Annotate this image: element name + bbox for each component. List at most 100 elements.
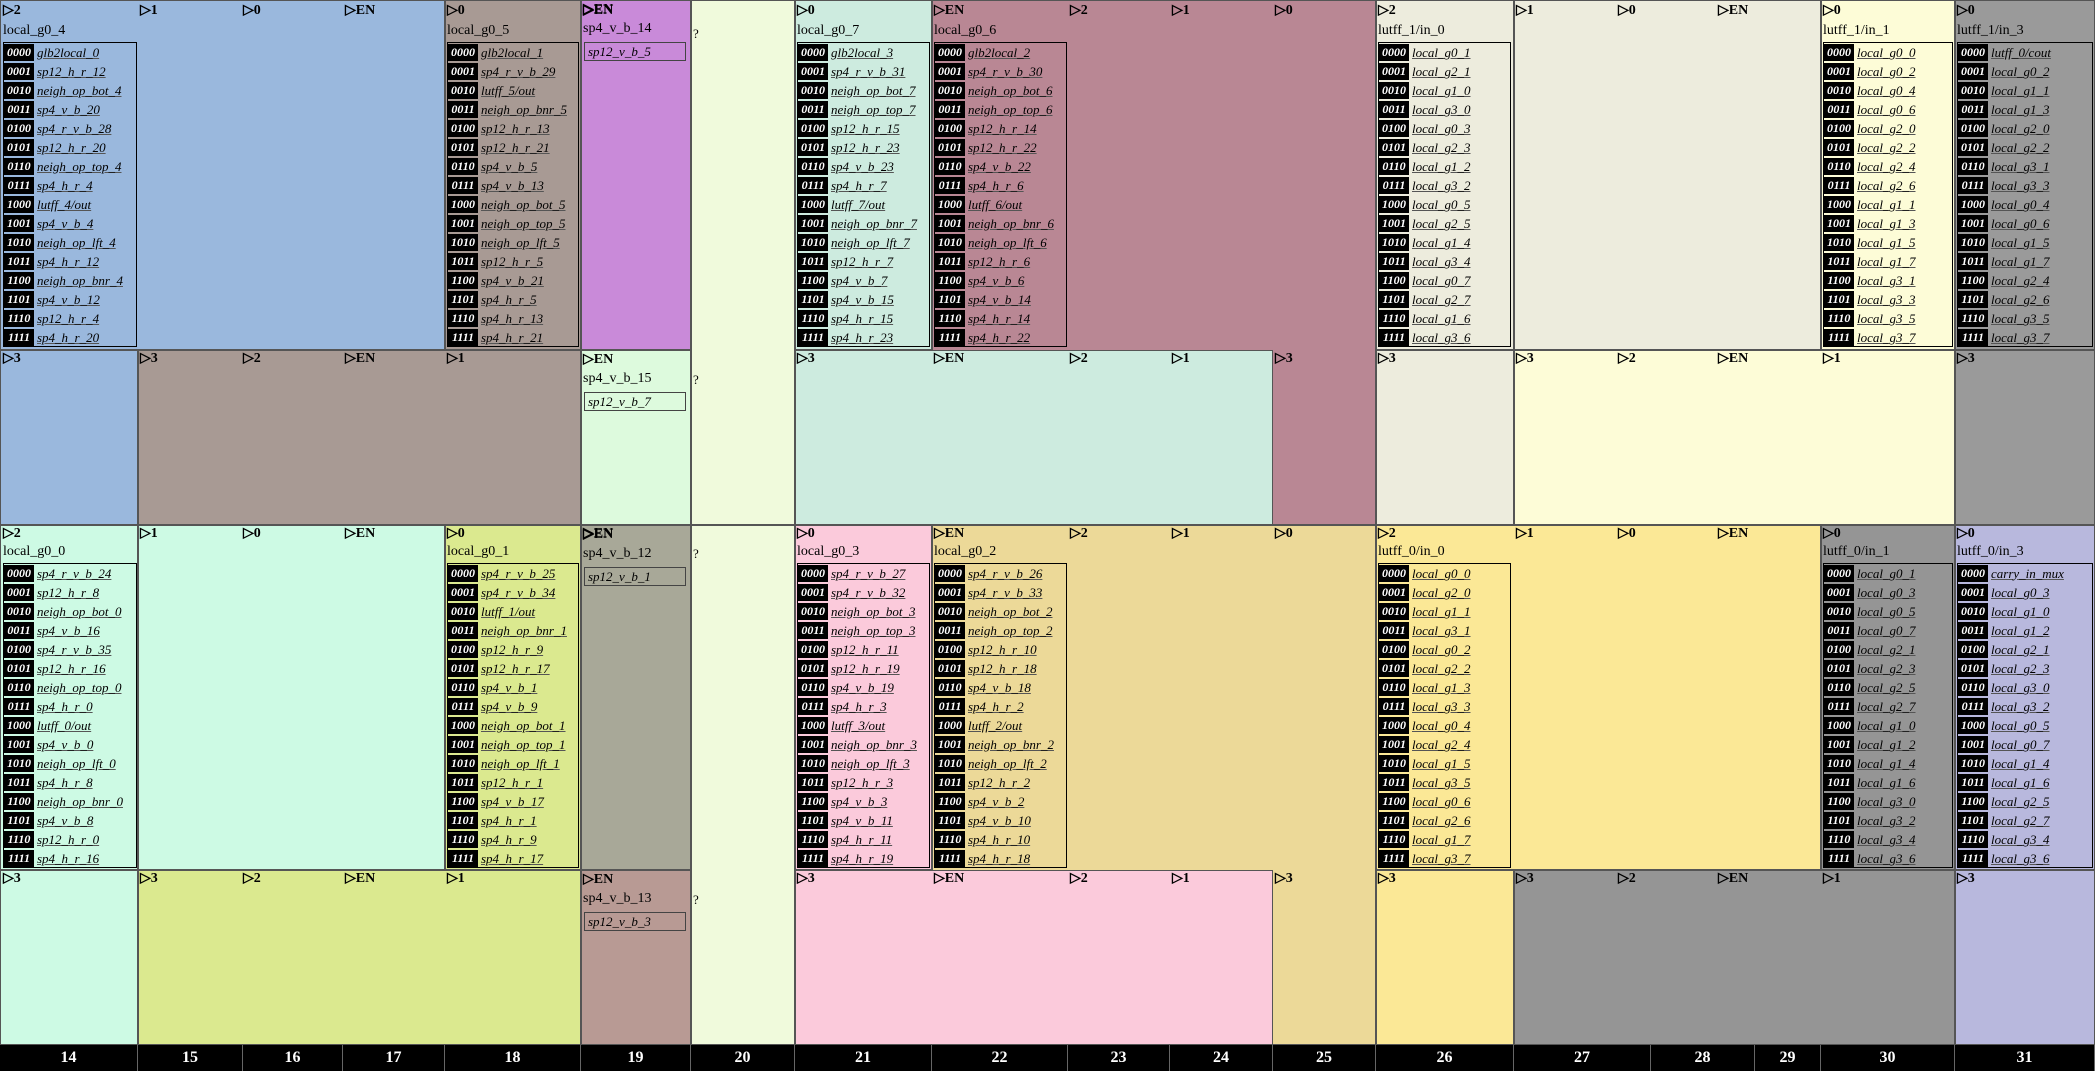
mux-row: 1010 neigh_op_lft_6 xyxy=(935,233,1066,252)
select-code: 1101 xyxy=(798,291,828,308)
mux-input-signal: neigh_op_bnr_1 xyxy=(481,622,567,638)
mux-row: 0010 neigh_op_bot_3 xyxy=(798,602,929,621)
mux-row: 0111 sp4_h_r_2 xyxy=(935,697,1066,716)
select-code: 0010 xyxy=(1958,603,1988,620)
mux-lutff0-in0-title: lutff_0/in_0 xyxy=(1378,544,1445,559)
select-code: 1000 xyxy=(4,717,34,734)
mux-row: 1100 local_g0_7 xyxy=(1379,271,1510,290)
mux-input-signal: sp4_v_b_7 xyxy=(831,272,888,288)
mux-input-signal: local_g1_6 xyxy=(1412,310,1471,326)
row2-bit3-a: ▷3 xyxy=(3,351,21,366)
mux-row: 1111 sp4_h_r_21 xyxy=(448,328,578,346)
mux-row: 1110 sp12_h_r_4 xyxy=(4,309,136,328)
mux-row: 0010 local_g1_0 xyxy=(1379,81,1510,100)
hdr2-bit0-d: ▷0 xyxy=(1275,526,1293,541)
mux-row: 1011 sp12_h_r_1 xyxy=(448,773,578,792)
mux-row: 0111 sp4_h_r_3 xyxy=(798,697,929,716)
row2-bit3-c: ▷3 xyxy=(797,351,815,366)
mux-input-signal: sp4_h_r_19 xyxy=(831,850,894,866)
select-code: 0110 xyxy=(4,158,34,175)
select-code: 0110 xyxy=(1958,158,1988,175)
hdr2-bit0-f: ▷0 xyxy=(1823,526,1841,541)
mux-input-signal: sp12_h_r_13 xyxy=(481,120,550,136)
mux-row: 1101 local_g2_6 xyxy=(1379,811,1510,830)
select-code: 0100 xyxy=(1824,641,1854,658)
select-code: 1010 xyxy=(1824,234,1854,251)
select-code: 1001 xyxy=(4,215,34,232)
mux-local-g0-4-title: local_g0_4 xyxy=(3,23,66,38)
axis-label-16: 16 xyxy=(243,1045,343,1071)
mux-input-signal: sp4_h_r_20 xyxy=(37,329,100,345)
select-code: 1100 xyxy=(935,272,965,289)
mux-row: 0001 local_g2_0 xyxy=(1379,583,1510,602)
hdr-en-c: ▷EN xyxy=(934,3,965,18)
select-code: 0010 xyxy=(4,603,34,620)
select-code: 0101 xyxy=(4,660,34,677)
select-code: 0011 xyxy=(1958,101,1988,118)
select-code: 1110 xyxy=(1958,831,1988,848)
mux-input-signal: neigh_op_lft_6 xyxy=(968,234,1047,250)
mux-row: 1110 sp4_h_r_11 xyxy=(798,830,929,849)
mux-row: 0111 sp4_h_r_6 xyxy=(935,176,1066,195)
select-code: 1110 xyxy=(1824,310,1854,327)
mux-input-signal: sp4_v_b_5 xyxy=(481,158,538,174)
mux-row: 0100 sp12_h_r_14 xyxy=(935,119,1066,138)
mux-row: 0110 local_g2_5 xyxy=(1824,678,1952,697)
select-code: 0101 xyxy=(935,660,965,677)
select-code: 0011 xyxy=(4,622,34,639)
mux-row: 0011 neigh_op_bnr_1 xyxy=(448,621,578,640)
select-code: 0100 xyxy=(1379,120,1409,137)
mux-input-signal: local_g0_2 xyxy=(1991,63,2050,79)
mux-input-signal: sp4_h_r_16 xyxy=(37,850,100,866)
select-code: 1100 xyxy=(798,793,828,810)
hdr2-bit2-a: ▷2 xyxy=(3,526,21,541)
mux-input-signal: sp12_h_r_2 xyxy=(968,774,1031,790)
select-code: 1001 xyxy=(935,736,965,753)
mux-row: 1111 sp4_h_r_19 xyxy=(798,849,929,867)
mux-input-signal: neigh_op_bot_1 xyxy=(481,717,566,733)
mux-row: 0010 neigh_op_bot_4 xyxy=(4,81,136,100)
mux-row: 0010 local_g1_0 xyxy=(1958,602,2092,621)
select-code: 1110 xyxy=(798,310,828,327)
select-code: 1101 xyxy=(1379,812,1409,829)
mux-local-g0-3-title: local_g0_3 xyxy=(797,544,860,559)
mux-input-signal: sp4_h_r_4 xyxy=(37,177,93,193)
mux-row: 0101 sp12_h_r_17 xyxy=(448,659,578,678)
select-code: 1101 xyxy=(1958,812,1988,829)
mux-input-signal: local_g0_6 xyxy=(1991,215,2050,231)
mux-input-signal: local_g2_0 xyxy=(1857,120,1916,136)
mux-input-signal: local_g0_2 xyxy=(1857,63,1916,79)
mux-row: 0111 local_g3_2 xyxy=(1958,697,2092,716)
mux-input-signal: local_g1_7 xyxy=(1412,831,1471,847)
mux-input-signal: local_g0_4 xyxy=(1412,717,1471,733)
select-code: 0011 xyxy=(935,622,965,639)
mux-row: 0001 local_g0_2 xyxy=(1958,62,2092,81)
select-code: 0110 xyxy=(1958,679,1988,696)
mux-row: 1010 neigh_op_lft_3 xyxy=(798,754,929,773)
mux-row: 1001 neigh_op_bnr_3 xyxy=(798,735,929,754)
mux-row: 0111 sp4_v_b_9 xyxy=(448,697,578,716)
mux-row: 1001 local_g2_5 xyxy=(1379,214,1510,233)
hdr2-en-a: ▷EN xyxy=(345,526,376,541)
mux-row: 0111 local_g3_3 xyxy=(1958,176,2092,195)
row2-bit1-b: ▷1 xyxy=(447,351,465,366)
buffer-sp4-v-b-13-signal: sp12_v_b_3 xyxy=(584,912,686,931)
row2-bit1-c: ▷1 xyxy=(1172,351,1190,366)
select-code: 0010 xyxy=(935,82,965,99)
mux-input-signal: local_g2_1 xyxy=(1857,641,1916,657)
select-code: 0110 xyxy=(4,679,34,696)
select-code: 0101 xyxy=(1824,139,1854,156)
mux-input-signal: local_g0_1 xyxy=(1857,565,1916,581)
mux-row: 1001 local_g0_6 xyxy=(1958,214,2092,233)
mux-input-signal: local_g3_1 xyxy=(1412,622,1471,638)
mux-row: 0010 local_g0_5 xyxy=(1824,602,1952,621)
mux-row: 0110 sp4_v_b_22 xyxy=(935,157,1066,176)
row4-bit3-g: ▷3 xyxy=(1957,871,1975,886)
select-code: 0100 xyxy=(1824,120,1854,137)
mux-input-signal: local_g2_0 xyxy=(1412,584,1471,600)
select-code: 0111 xyxy=(1958,177,1988,194)
mux-row: 0101 sp12_h_r_16 xyxy=(4,659,136,678)
mux-row: 1111 local_g3_7 xyxy=(1824,328,1952,346)
mux-row: 0100 local_g2_1 xyxy=(1958,640,2092,659)
mux-input-signal: lutff_3/out xyxy=(831,717,886,733)
